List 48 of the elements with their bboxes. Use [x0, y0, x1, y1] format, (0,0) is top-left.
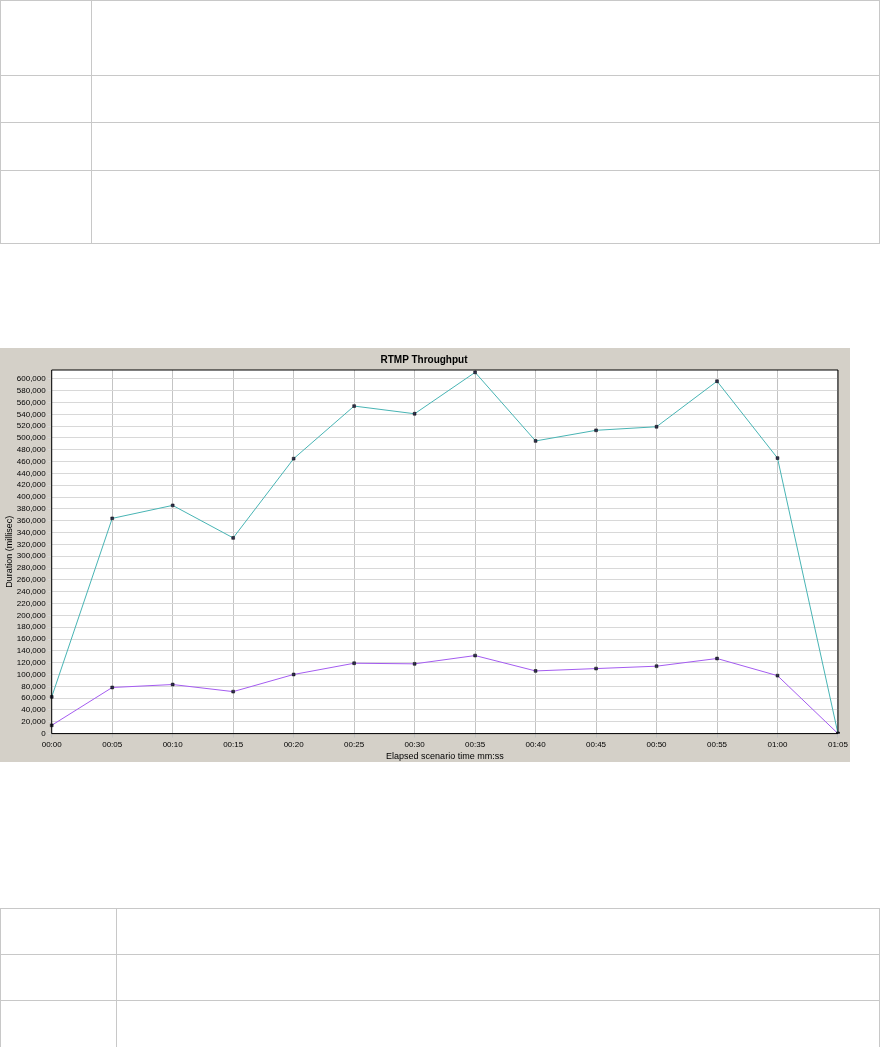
y-tick-label: 360,000	[16, 515, 47, 525]
x-tick-label: 00:55	[707, 739, 728, 749]
x-tick-label: 00:10	[162, 739, 184, 749]
y-tick-label: 160,000	[16, 634, 47, 644]
y-tick-label: 440,000	[16, 468, 47, 478]
chart-title: RTMP Throughput	[380, 353, 469, 365]
y-tick-label: 140,000	[16, 646, 47, 656]
y-tick-label: 40,000	[21, 705, 47, 715]
x-tick-label: 00:00	[41, 739, 63, 749]
y-tick-label: 20,000	[21, 716, 47, 726]
y-tick-label: 0	[41, 728, 47, 738]
y-tick-label: 580,000	[16, 385, 47, 395]
x-tick-label: 00:30	[404, 739, 426, 749]
y-tick-label: 180,000	[16, 622, 47, 632]
x-tick-label: 00:45	[586, 739, 607, 749]
y-tick-label: 420,000	[16, 480, 47, 490]
y-tick-label: 500,000	[16, 433, 47, 443]
y-tick-label: 200,000	[16, 610, 47, 620]
y-tick-label: 380,000	[16, 504, 47, 514]
x-axis-title: Elapsed scenario time mm:ss	[386, 751, 505, 762]
x-tick-label: 00:15	[223, 739, 244, 749]
x-tick-label: 00:35	[465, 739, 486, 749]
y-tick-label: 400,000	[16, 492, 47, 502]
x-tick-label: 01:05	[827, 739, 849, 749]
y-axis-title: Duration (millisec)	[3, 515, 14, 588]
x-tick-label: 00:05	[102, 739, 123, 749]
y-tick-label: 60,000	[21, 693, 47, 703]
y-tick-label: 80,000	[21, 681, 47, 691]
y-tick-label: 320,000	[16, 539, 47, 549]
y-tick-label: 600,000	[16, 374, 47, 384]
y-tick-label: 120,000	[16, 657, 47, 667]
x-tick-label: 00:50	[646, 739, 668, 749]
y-tick-label: 280,000	[16, 563, 47, 573]
y-tick-label: 260,000	[16, 575, 47, 585]
x-tick-label: 00:25	[344, 739, 365, 749]
y-tick-label: 520,000	[16, 421, 47, 431]
y-tick-label: 100,000	[16, 669, 47, 679]
x-tick-label: 00:40	[525, 739, 547, 749]
y-tick-label: 220,000	[16, 598, 47, 608]
y-tick-label: 300,000	[16, 551, 47, 561]
x-tick-label: 01:00	[767, 739, 789, 749]
y-tick-label: 240,000	[16, 586, 47, 596]
y-tick-label: 540,000	[16, 409, 47, 419]
y-tick-label: 560,000	[16, 397, 47, 407]
y-tick-label: 340,000	[16, 527, 47, 537]
x-tick-label: 00:20	[283, 739, 305, 749]
y-tick-label: 480,000	[16, 445, 47, 455]
y-tick-label: 460,000	[16, 456, 47, 466]
